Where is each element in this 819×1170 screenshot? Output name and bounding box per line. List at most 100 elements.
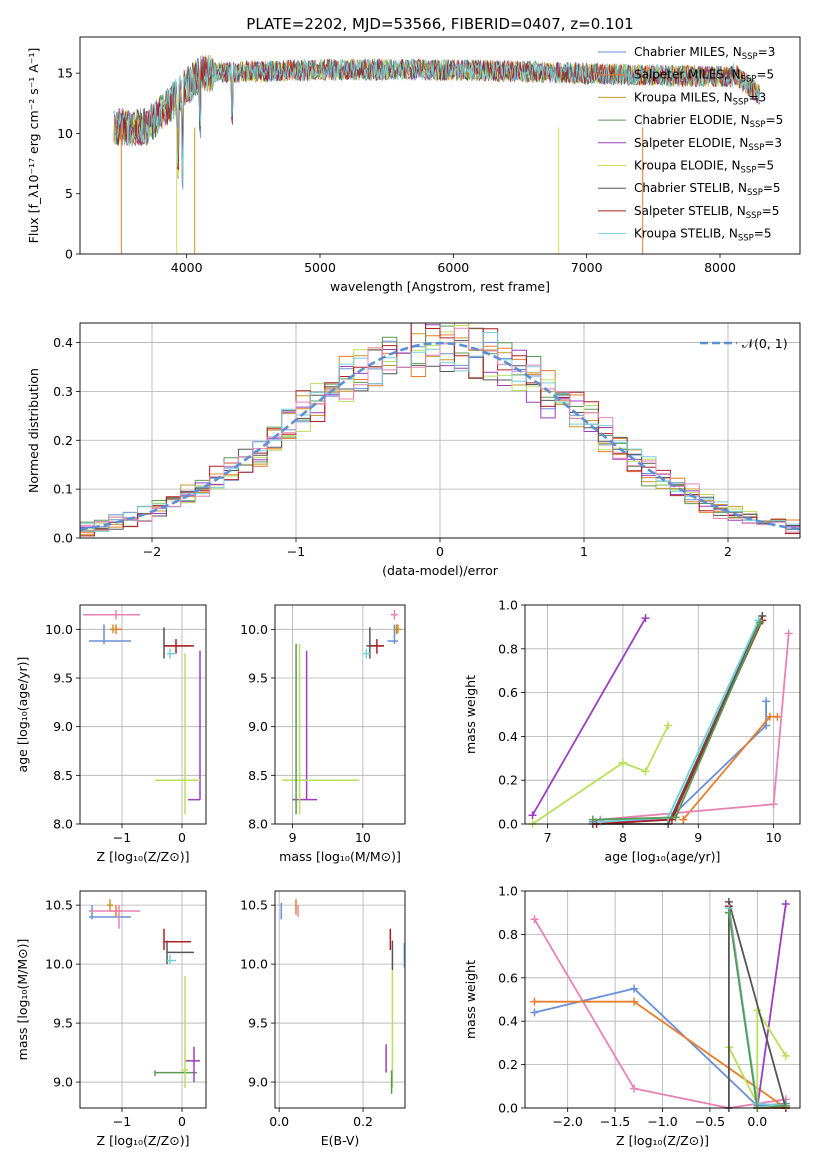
series-marker	[641, 767, 650, 776]
errorbar-point	[164, 639, 194, 654]
x-axis-label: (data-model)/error	[382, 563, 499, 578]
x-axis-label: Z [log₁₀(Z/Z⊙)]	[616, 1133, 709, 1148]
y-tick-label: 9.0	[248, 1075, 268, 1090]
x-axis-label: age [log₁₀(age/yr)]	[605, 849, 721, 864]
y-tick-label: 0.8	[498, 641, 518, 656]
x-axis-label: wavelength [Angstrom, rest frame]	[330, 279, 550, 294]
errorbars	[280, 899, 405, 1094]
x-tick-label: 4000	[171, 260, 203, 275]
series-line	[531, 617, 647, 816]
series-line	[592, 622, 761, 821]
series-marker	[528, 811, 537, 820]
residuals-panel: −2 −1 0 1 2 0.0 0.1 0.2 0.3 0.4 (data-model)/error…	[26, 322, 801, 578]
series-marker	[588, 815, 597, 824]
errorbar-point	[185, 1046, 200, 1083]
x-axis-label: Z [log₁₀(Z/Z⊙)]	[97, 1133, 190, 1148]
series-lines	[528, 611, 793, 828]
errorbar-point	[89, 905, 140, 929]
mass-vs-EBV-panel: 0.0 0.2 9.0 9.5 10.0 10.5 E(B-V)	[240, 890, 406, 1148]
y-tick-label: 1.0	[498, 884, 518, 899]
y-tick-label: 10.0	[45, 622, 73, 637]
series-marker	[784, 629, 793, 638]
series-marker	[773, 712, 782, 721]
x-tick-label: 2	[724, 544, 732, 559]
axes-frame	[79, 36, 801, 255]
x-tick-label: 0	[178, 1114, 186, 1129]
spectrum-panel: 4000 5000 6000 7000 8000 0 5 10 15 wavelength [An…	[26, 36, 801, 294]
y-tick-label: 8.5	[53, 768, 73, 783]
y-tick-label: 9.5	[248, 671, 268, 686]
axes-frame	[274, 890, 406, 1109]
series-line	[600, 619, 760, 823]
y-tick-label: 10.0	[240, 957, 268, 972]
y-axis-label: age [log₁₀(age/yr)]	[15, 657, 30, 773]
figure-title: PLATE=2202, MJD=53566, FIBERID=0407, z=0…	[246, 15, 633, 33]
x-tick-label: 8000	[704, 260, 736, 275]
legend-label: 𝒩(0, 1)	[742, 336, 788, 351]
legend-label: Salpeter STELIB, NSSP=5	[634, 204, 779, 221]
x-axis-label: E(B-V)	[321, 1133, 360, 1148]
axes-frame	[79, 890, 207, 1109]
axes-frame	[524, 604, 801, 825]
series-marker	[630, 1084, 639, 1093]
x-tick-label: 0	[436, 544, 444, 559]
x-tick-label: 8	[619, 830, 627, 845]
errorbar-point	[167, 648, 176, 659]
axes-frame	[79, 604, 207, 825]
x-tick-label: −1	[113, 1114, 131, 1129]
series-marker	[630, 997, 639, 1006]
y-tick-label: 9.0	[248, 719, 268, 734]
series-marker	[618, 758, 627, 767]
series-marker	[641, 614, 650, 623]
spectrum-legend: Chabrier MILES, NSSP=3 Salpeter MILES, NS…	[598, 45, 783, 244]
series-line	[728, 1007, 787, 1105]
y-tick-label: 0.1	[53, 482, 73, 497]
y-tick-label: 1.0	[498, 598, 518, 613]
age-vs-mass-panel: 9 10 8.0 8.5 9.0 9.5 10.0 mass [log₁₀(M/M⊙)]	[240, 604, 406, 864]
y-tick-label: 0.0	[498, 1101, 518, 1116]
x-tick-label: 9	[289, 830, 297, 845]
series-lines	[530, 897, 790, 1112]
x-tick-label: −1.0	[647, 1114, 677, 1129]
series-marker	[664, 721, 673, 730]
y-tick-label: 10.0	[45, 957, 73, 972]
errorbar-point	[89, 624, 131, 644]
y-tick-label: 0	[65, 247, 73, 262]
y-tick-label: 0.2	[498, 1057, 518, 1072]
errorbar-point	[387, 624, 398, 644]
series-marker	[530, 1008, 539, 1017]
y-tick-label: 0.4	[498, 729, 518, 744]
x-tick-label: −1	[287, 544, 305, 559]
series-marker	[781, 1051, 790, 1060]
series-marker	[781, 900, 790, 909]
y-tick-label: 9.5	[248, 1016, 268, 1031]
series-marker	[724, 908, 733, 917]
errorbar-point	[107, 899, 113, 912]
gaussian-curve	[80, 341, 800, 531]
x-tick-label: −1	[113, 830, 131, 845]
axes-frame	[524, 890, 801, 1109]
x-tick-label: 7	[544, 830, 552, 845]
spectrum-lines	[113, 54, 761, 254]
series-line	[756, 903, 787, 1109]
y-axis-label: Normed distribution	[26, 368, 41, 493]
errorbars	[89, 899, 200, 1088]
y-axis-label: Flux [f_λ10⁻¹⁷ erg cm⁻² s⁻¹ A⁻¹]	[26, 48, 41, 244]
errorbar-point	[110, 624, 116, 634]
y-tick-label: 0.4	[498, 1014, 518, 1029]
series-marker	[530, 915, 539, 924]
y-tick-label: 0.3	[53, 384, 73, 399]
y-tick-label: 0.4	[53, 335, 73, 350]
errorbar-point	[154, 1070, 197, 1077]
errorbar-point	[182, 975, 188, 1088]
histogram-step	[80, 327, 800, 533]
y-tick-label: 10.5	[45, 898, 73, 913]
legend-label: Chabrier MILES, NSSP=3	[634, 45, 775, 62]
x-tick-label: −1.5	[600, 1114, 630, 1129]
x-tick-label: 0	[178, 830, 186, 845]
legend-label: Salpeter ELODIE, NSSP=3	[634, 136, 782, 153]
x-tick-label: −2	[143, 544, 161, 559]
y-tick-label: 0.0	[53, 531, 73, 546]
legend-label: Chabrier ELODIE, NSSP=5	[634, 113, 783, 130]
